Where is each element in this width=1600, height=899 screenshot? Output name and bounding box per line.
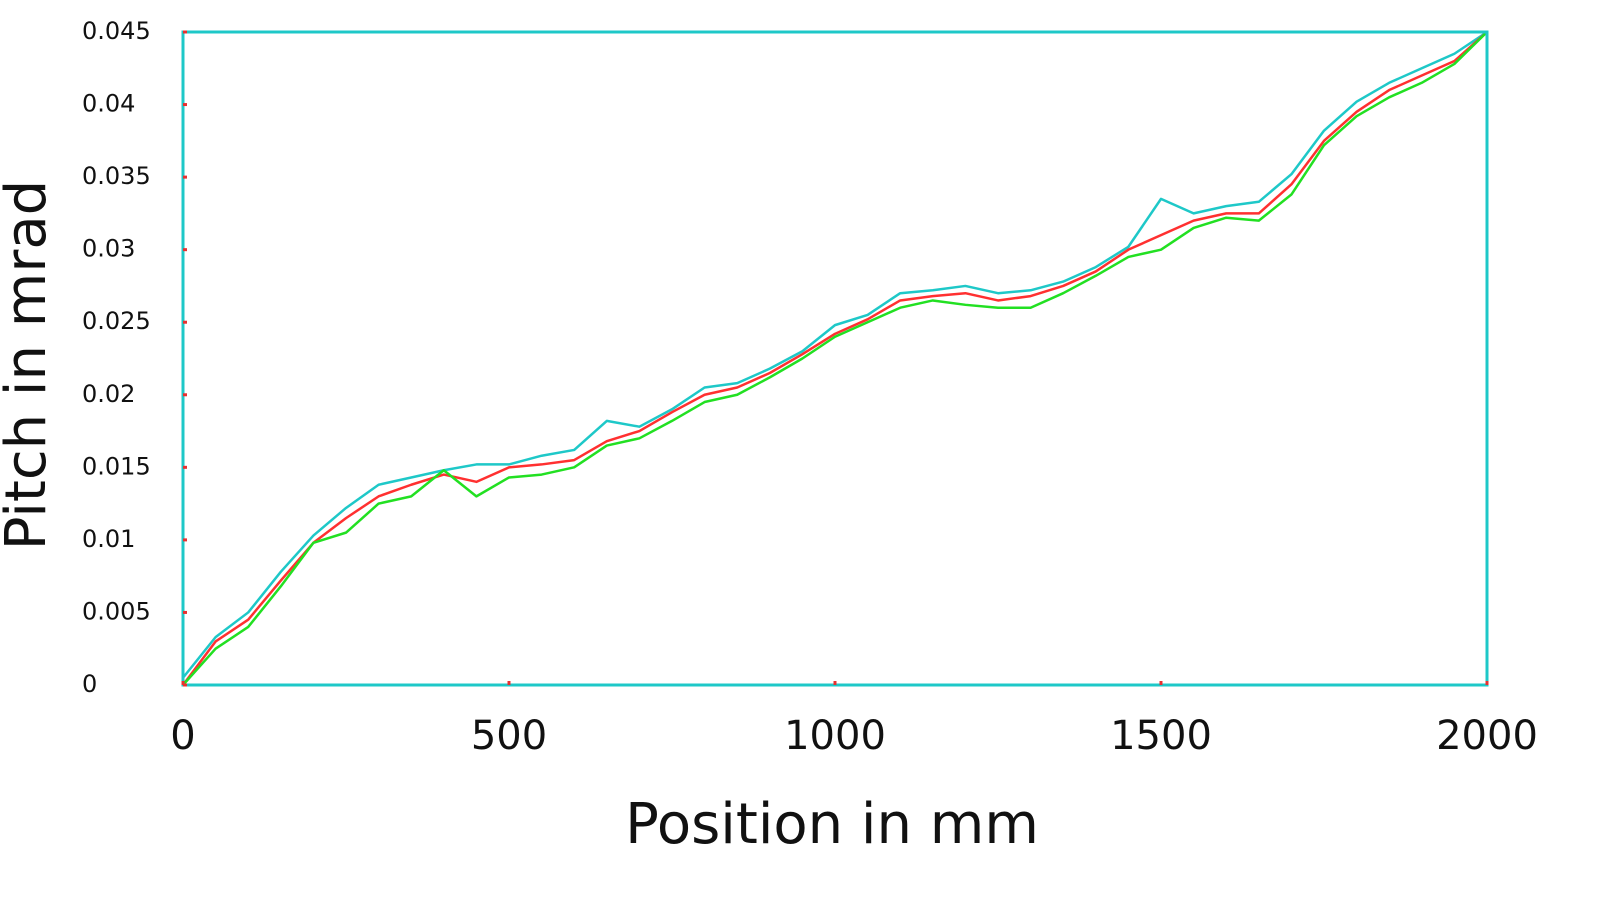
x-tick-label: 0 (170, 713, 195, 759)
y-tick-label: 0.035 (82, 162, 151, 190)
data-line (182, 30, 1488, 679)
x-tick-label: 1500 (1110, 713, 1212, 759)
x-tick-label: 2000 (1436, 713, 1538, 759)
y-tick-label: 0.005 (82, 597, 151, 625)
y-tick-label: 0.02 (82, 380, 135, 408)
y-tick-label: 0.01 (82, 525, 135, 553)
y-axis-title: Pitch in mrad (0, 180, 59, 550)
y-tick-label: 0.025 (82, 307, 151, 335)
x-tick-label: 500 (471, 713, 547, 759)
y-tick-label: 0 (82, 670, 97, 698)
y-tick-label: 0.04 (82, 90, 135, 118)
data-line (182, 31, 1488, 686)
plot-area: 0 0.005 0.01 0.015 0.02 0.025 0.03 0.035 0.04 0.0… (82, 17, 1538, 759)
data-line (181, 31, 1488, 686)
y-tick-label: 0.03 (82, 235, 135, 263)
plot-frame (181, 30, 1489, 687)
x-tick-label: 1000 (784, 713, 886, 759)
x-axis-title: Position in mm (625, 792, 1039, 857)
y-tick-label: 0.015 (82, 452, 151, 480)
y-tick-label: 0.045 (82, 17, 151, 45)
